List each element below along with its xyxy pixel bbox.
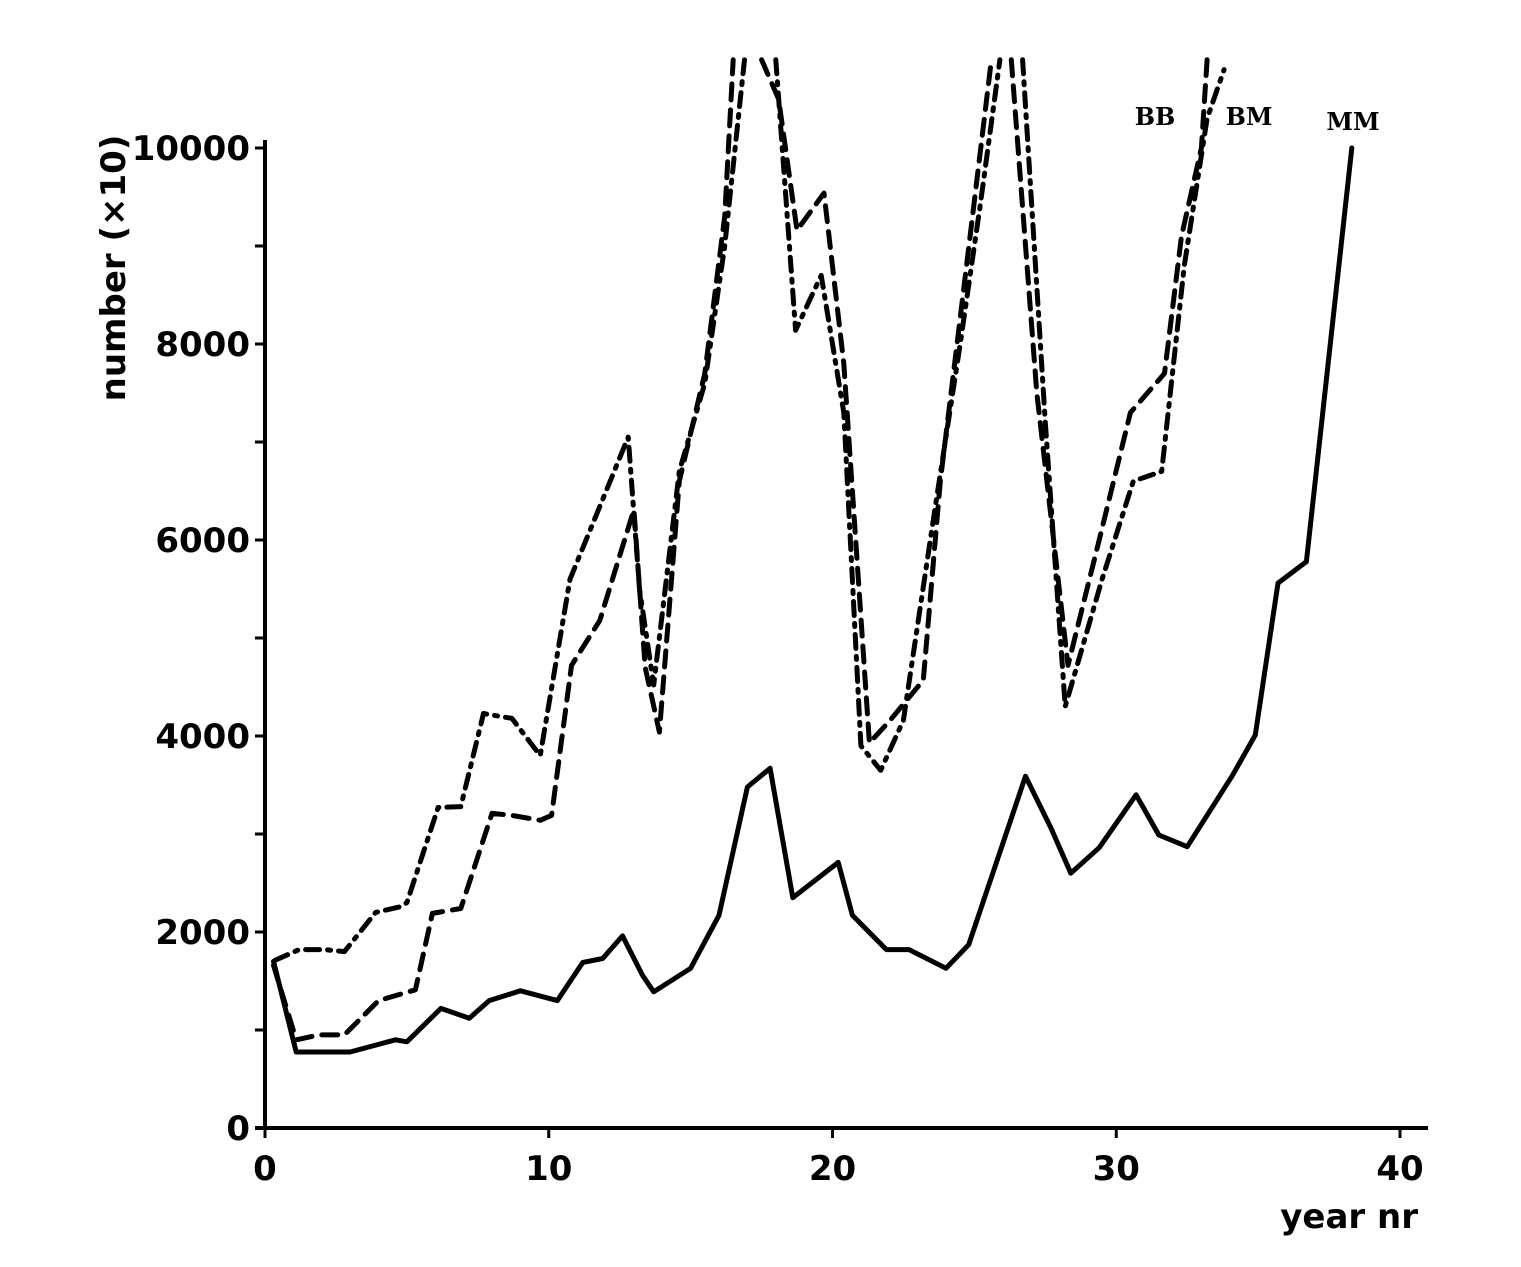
legend: BB BM MM	[1135, 102, 1380, 136]
series-bb-line	[1008, 57, 1210, 668]
x-tick-label: 40	[1376, 1149, 1423, 1189]
x-axis-title: year nr	[1280, 1197, 1418, 1237]
x-tick-label: 0	[253, 1149, 277, 1189]
x-tick-label: 30	[1093, 1149, 1140, 1189]
y-tick-label: 8000	[155, 325, 250, 365]
x-tick-label: 10	[525, 1149, 572, 1189]
legend-label-bb: BB	[1135, 102, 1176, 131]
y-axis-title: number (×10)	[94, 135, 134, 402]
axes	[255, 140, 1428, 1130]
legend-label-mm: MM	[1326, 107, 1379, 136]
y-tick-label: 10000	[132, 129, 250, 169]
y-tick-label: 6000	[155, 521, 250, 561]
series-layer	[271, 57, 1355, 1055]
y-tick-label: 0	[226, 1109, 250, 1149]
series-bb-line	[271, 57, 736, 1043]
series-bm-line	[773, 57, 1003, 773]
legend-label-bm: BM	[1226, 102, 1273, 131]
y-tick-label: 4000	[155, 717, 250, 757]
x-ticks: 0 10 20 30 40	[253, 1128, 1424, 1189]
y-ticks: 0 2000 4000 6000 8000 10000	[132, 129, 265, 1149]
series-bb-line	[759, 57, 994, 746]
series-bm-line	[1020, 57, 1227, 710]
x-tick-label: 20	[809, 1149, 856, 1189]
series-mm-line	[271, 145, 1355, 1055]
y-tick-label: 2000	[155, 913, 250, 953]
series-bm-line	[272, 57, 747, 963]
